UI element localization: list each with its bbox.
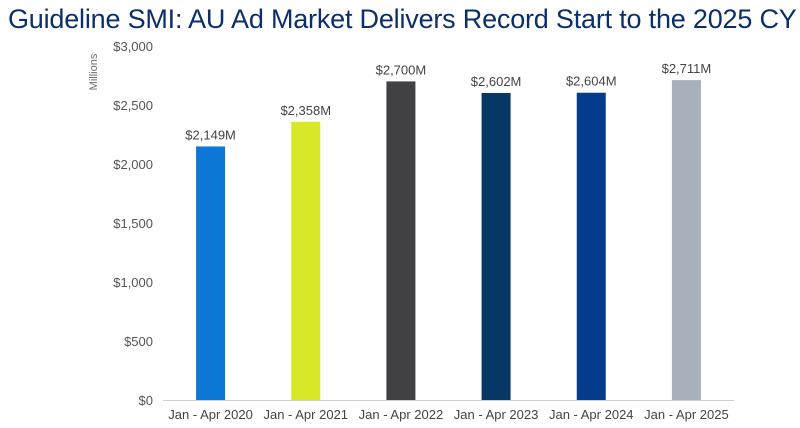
bar-1 [196,146,226,400]
y-tick-label: $1,000 [113,275,153,290]
data-label: $2,149M [185,127,236,142]
x-tick-label: Jan - Apr 2021 [263,407,348,422]
bar-5 [576,92,606,400]
data-label: $2,711M [662,61,712,76]
x-tick-label: Jan - Apr 2024 [549,407,634,422]
data-label: $2,358M [280,103,331,118]
bar-2 [291,121,321,401]
x-tick-label: Jan - Apr 2022 [359,407,444,422]
y-tick-label: $500 [124,334,153,349]
data-label: $2,700M [376,62,427,77]
y-tick-label: $1,500 [113,216,153,231]
bar-3 [386,81,416,401]
data-label: $2,602M [471,74,522,89]
y-tick-label: $3,000 [113,39,153,54]
x-tick-label: Jan - Apr 2023 [454,407,539,422]
bar-6 [671,80,701,401]
y-tick-label: $2,500 [113,98,153,113]
x-tick-label: Jan - Apr 2025 [644,407,729,422]
x-tick-label: Jan - Apr 2020 [168,407,253,422]
data-label: $2,604M [566,74,617,89]
bar-4 [481,92,511,401]
chart-title: Guideline SMI: AU Ad Market Delivers Rec… [8,4,797,34]
y-tick-label: $0 [139,393,153,408]
y-tick-label: $2,000 [113,157,153,172]
